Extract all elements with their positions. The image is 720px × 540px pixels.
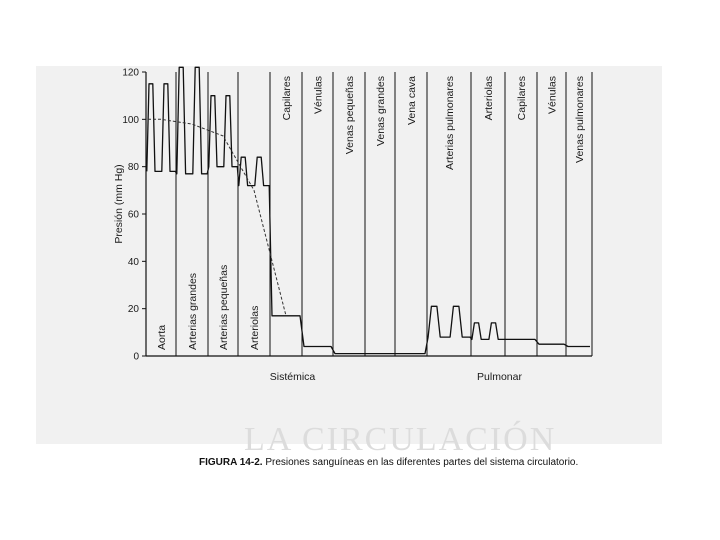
pressure-curve <box>146 66 590 355</box>
y-tick-label: 80 <box>128 162 140 173</box>
pressure-chart: 0 20 40 60 80 100 120 Presión (mm Hg) Aorta Arter… <box>113 66 593 383</box>
y-tick-label: 120 <box>122 68 139 79</box>
segment-label: Arterias grandes <box>187 273 199 350</box>
segment-label: Arteriolas <box>483 76 495 120</box>
segment-label: Vénulas <box>547 76 559 114</box>
segment-label: Arterias pulmonares <box>444 76 456 170</box>
segment-label: Venas pulmonares <box>574 76 586 163</box>
y-tick-label: 0 <box>133 352 139 363</box>
caption-number: FIGURA 14-2. <box>199 457 263 468</box>
segment-label: Venas grandes <box>375 76 387 146</box>
background-bleed-text: LA CIRCULACIÓN <box>244 421 557 458</box>
segment-label: Venas pequeñas <box>344 76 356 154</box>
y-axis-label: Presión (mm Hg) <box>113 164 125 243</box>
caption-text: Presiones sanguíneas en las diferentes p… <box>265 457 579 468</box>
y-tick-label: 100 <box>122 115 139 126</box>
group-label: Pulmonar <box>477 371 522 383</box>
scanned-figure: LA CIRCULACIÓN 0 20 40 60 80 100 120 Presión (m… <box>36 66 662 468</box>
y-tick-label: 20 <box>128 304 140 315</box>
mean-pressure-line <box>148 118 287 316</box>
y-tick-label: 40 <box>128 257 140 268</box>
segment-label: Capilares <box>281 76 293 120</box>
figure-caption: FIGURA 14-2. Presiones sanguíneas en las… <box>199 457 578 468</box>
segment-label: Arterias pequeñas <box>218 265 230 350</box>
segment-label: Arteriolas <box>249 306 261 350</box>
y-tick-label: 60 <box>128 210 140 221</box>
group-label: Sistémica <box>270 371 316 383</box>
segment-label: Vena cava <box>406 76 418 125</box>
segment-label: Vénulas <box>313 76 325 114</box>
segment-label: Capilares <box>516 76 528 120</box>
segment-label: Aorta <box>156 325 168 350</box>
